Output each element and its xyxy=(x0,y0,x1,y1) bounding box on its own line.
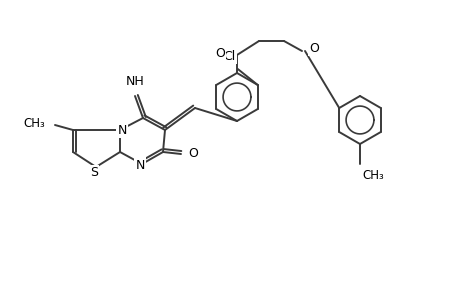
Text: NH: NH xyxy=(125,75,144,88)
Text: Cl: Cl xyxy=(223,50,235,63)
Text: CH₃: CH₃ xyxy=(23,116,45,130)
Text: O: O xyxy=(188,146,197,160)
Text: O: O xyxy=(308,41,318,55)
Text: N: N xyxy=(117,124,126,136)
Text: N: N xyxy=(135,158,145,172)
Text: O: O xyxy=(215,46,224,59)
Text: S: S xyxy=(90,167,98,179)
Text: CH₃: CH₃ xyxy=(361,169,383,182)
